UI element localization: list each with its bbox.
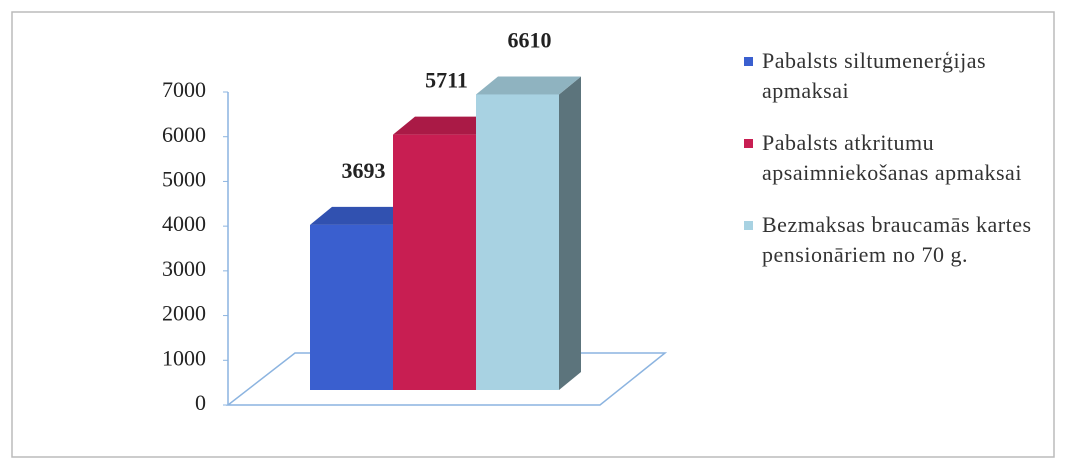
legend-entry: Bezmaksas braucamās kartes pensionāriem …: [742, 210, 1042, 270]
y-tick-label: 1000: [162, 345, 206, 370]
legend-swatch: [744, 221, 753, 230]
legend-label: Pabalsts siltumenerģijas apmaksai: [762, 48, 987, 103]
bar: [310, 224, 393, 390]
y-tick-label: 3000: [162, 256, 206, 281]
legend-swatch: [744, 57, 753, 66]
y-tick-label: 0: [195, 390, 206, 415]
legend-entry: Pabalsts atkritumu apsaimniekošanas apma…: [742, 128, 1042, 188]
bar-top: [310, 206, 415, 225]
y-tick-label: 5000: [162, 166, 206, 191]
bar-side: [559, 76, 581, 390]
legend-swatch: [744, 139, 753, 148]
y-tick-label: 7000: [162, 77, 206, 102]
bar-top: [476, 76, 581, 95]
y-tick-label: 4000: [162, 211, 206, 236]
chart-border: [11, 11, 1055, 458]
y-tick-label: 2000: [162, 301, 206, 326]
floor: [225, 352, 668, 406]
legend-label: Bezmaksas braucamās kartes pensionāriem …: [762, 212, 1032, 267]
data-label: 5711: [425, 68, 468, 93]
bar: [476, 94, 559, 390]
data-label: 3693: [342, 158, 386, 183]
y-tick-label: 6000: [162, 122, 206, 147]
legend-label: Pabalsts atkritumu apsaimniekošanas apma…: [762, 130, 1022, 185]
bar: [393, 134, 476, 390]
legend-entry: Pabalsts siltumenerģijas apmaksai: [742, 46, 1042, 106]
legend: Pabalsts siltumenerģijas apmaksai Pabalst…: [742, 46, 1042, 292]
data-label: 6610: [508, 27, 552, 52]
bar-top: [393, 116, 498, 135]
